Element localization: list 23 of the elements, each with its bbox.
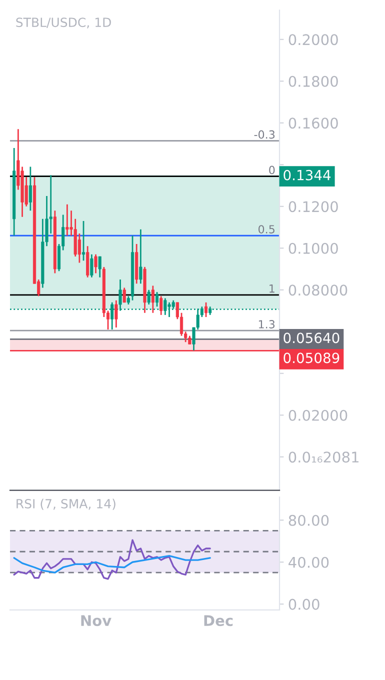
y-tick-label: 0.02000 [288,410,348,421]
y-tick-label: 0.0₁₆2081 [288,452,358,463]
chart-title: RSI (7, SMA, 14) [16,498,116,510]
y-tick-label: 40.00 [288,556,329,568]
text: STBL/USDC, 1D [16,18,111,28]
y-tick-label: 0.00 [288,598,320,610]
ref-line-label: 0.1344 [284,170,331,180]
annotation: 0 [269,166,275,174]
y-tick-label: 0.1800 [288,76,338,87]
y-tick-label: 0.2000 [288,34,338,46]
annotation: 1.3 [258,320,275,328]
y-tick-label: 0.1000 [288,242,338,254]
y-tick-label: 0.08000 [288,284,348,296]
x-tick-label: Dec [204,615,233,626]
ref-line-label: 0.05640 [284,332,340,344]
ref-line-label: 0.05089 [284,352,340,364]
y-tick-label: 0.1200 [288,201,338,212]
annotation: 1 [270,284,274,293]
y-tick-label: 0.1600 [288,118,338,129]
annotation: -0.3 [254,130,275,139]
x-tick-label: Nov [81,615,112,626]
y-tick-label: 80.00 [288,514,329,526]
annotation: 0.5 [258,225,274,234]
